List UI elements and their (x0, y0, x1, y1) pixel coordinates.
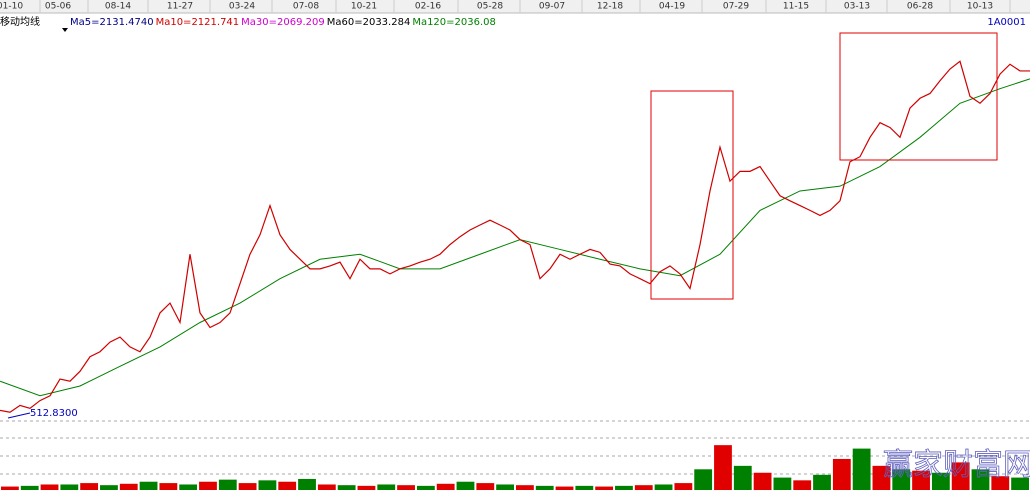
volume-bar (80, 483, 99, 490)
volume-bar (694, 469, 713, 490)
volume-bar (793, 480, 812, 490)
volume-bar (397, 485, 415, 490)
volume-bar (733, 465, 752, 490)
x-tick-label: 05-06 (45, 2, 71, 12)
volume-bar (496, 484, 514, 490)
volume-bar (991, 476, 1010, 490)
legend-entry: Ma5=2131.4740 (70, 17, 154, 28)
volume-bar (615, 485, 633, 490)
volume-bars (1, 445, 1029, 490)
legend-title: 移动均线 (0, 15, 40, 28)
volume-bar (40, 484, 59, 490)
volume-bar (535, 485, 554, 490)
legend: Ma5=2131.4740 Ma10=2121.741 Ma30=2069.209 M… (70, 17, 496, 28)
volume-bar (852, 448, 871, 490)
price-line (0, 60, 1030, 413)
legend-entry: Ma10=2121.741 (156, 17, 240, 28)
volume-bar (60, 484, 79, 490)
volume-bar (714, 445, 732, 490)
volume-bar (832, 458, 851, 490)
volume-bar (159, 483, 178, 490)
x-tick-label: 12-18 (597, 2, 623, 12)
volume-bar (595, 486, 614, 490)
volume-bar (298, 478, 316, 490)
volume-bar (416, 485, 435, 490)
volume-bar (377, 484, 396, 490)
volume-bar (278, 481, 297, 490)
volume-bar (357, 485, 376, 490)
low-pointer (7, 412, 31, 419)
volume-bar (179, 484, 198, 490)
low-label: 512.8300 (30, 408, 78, 419)
x-tick-label: 08-14 (105, 2, 131, 12)
volume-bar (456, 481, 475, 490)
volume-bar (337, 485, 356, 490)
highlight-box (839, 32, 998, 161)
x-tick-label: 11-27 (167, 2, 193, 12)
volume-bar (258, 480, 277, 490)
volume-bar (674, 483, 693, 490)
date-labels: 01-10 05-06 08-14 11-27 03-24 07-08 10-21 02-16… (0, 0, 1011, 13)
volume-bar (317, 484, 336, 490)
volume-bar (931, 472, 950, 490)
volume-bar (872, 465, 891, 490)
volume-bar (139, 481, 158, 490)
x-tick-label: 10-13 (967, 2, 993, 12)
volume-bar (20, 485, 39, 490)
date-strip (0, 0, 1030, 13)
volume-bar (912, 470, 930, 490)
x-tick-label: 11-15 (783, 2, 809, 12)
price-plot (0, 60, 1030, 413)
x-tick-label: 02-16 (415, 2, 441, 12)
watermark: 赢家财富网 (883, 448, 1030, 483)
volume-bar (516, 485, 534, 490)
highlight-box (650, 90, 734, 300)
volume-bar (813, 474, 831, 490)
x-tick-label: 05-28 (477, 2, 503, 12)
x-tick-label: 09-07 (539, 2, 565, 12)
volume-bar (773, 477, 792, 490)
volume-bar (100, 485, 118, 490)
volume-bar (951, 462, 970, 490)
x-tick-label: 10-21 (351, 2, 377, 12)
x-tick-label: 07-29 (723, 2, 749, 12)
x-tick-label: 01-10 (0, 2, 23, 12)
x-tick-label: 06-28 (907, 2, 933, 12)
ma-line (0, 78, 1030, 397)
volume-bar (199, 481, 217, 490)
volume-bar (753, 472, 772, 490)
volume-bar (971, 469, 990, 490)
volume-bar (436, 483, 455, 490)
x-tick-label: 07-08 (293, 2, 319, 12)
volume-bar (654, 484, 673, 490)
volume-bar (575, 485, 594, 490)
legend-entry: Ma30=2069.209 (241, 17, 325, 28)
volume-bar (218, 479, 237, 490)
volume-bar (1, 486, 19, 490)
volume-bar (1011, 477, 1029, 490)
x-tick-label: 04-19 (659, 2, 685, 12)
volume-bar (119, 483, 138, 490)
legend-entry: Ma60=2033.284 (327, 17, 411, 28)
volume-bar (555, 486, 574, 490)
x-tick-label: 03-24 (229, 2, 255, 12)
volume-bar (892, 469, 911, 490)
legend-entry: Ma120=2036.08 (412, 17, 496, 28)
volume-bar (476, 483, 495, 490)
volume-bar (634, 485, 653, 490)
volume-bar (238, 483, 257, 490)
symbol-code: 1A0001 (987, 17, 1026, 28)
x-tick-label: 03-13 (844, 2, 870, 12)
dropdown-arrow (62, 28, 68, 32)
